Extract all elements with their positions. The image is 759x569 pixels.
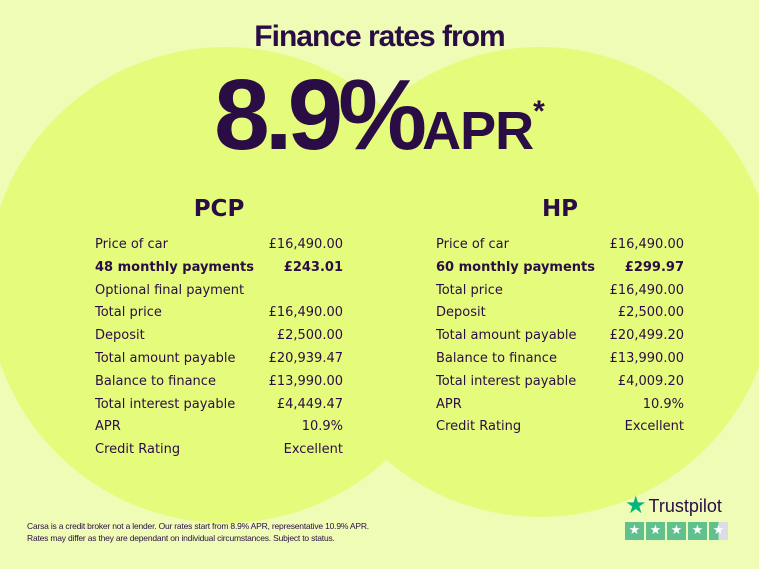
disclaimer: Carsa is a credit broker not a lender. O… bbox=[27, 520, 369, 544]
row-value: £13,990.00 bbox=[268, 373, 343, 389]
table-row: Total price £16,490.00 bbox=[436, 280, 684, 303]
row-label: APR bbox=[95, 419, 121, 435]
table-row: Credit Rating Excellent bbox=[95, 439, 343, 462]
pcp-panel: PCP Price of car £16,490.00 48 monthly pay… bbox=[95, 196, 343, 462]
hp-title: HP bbox=[541, 196, 579, 222]
table-row: Optional final payment bbox=[95, 280, 343, 303]
trustpilot-rating: ★ ★ ★ ★ ★ bbox=[625, 522, 728, 540]
row-value: Excellent bbox=[283, 442, 343, 458]
table-row: APR 10.9% bbox=[95, 416, 343, 439]
row-label: Balance to finance bbox=[436, 350, 557, 366]
row-label: Total amount payable bbox=[436, 328, 577, 344]
star-icon: ★ bbox=[688, 522, 707, 540]
row-label: Balance to finance bbox=[95, 373, 216, 389]
row-label: Price of car bbox=[436, 237, 509, 252]
row-value: £243.01 bbox=[283, 259, 343, 275]
row-value: £16,490.00 bbox=[609, 282, 684, 298]
row-label: Total price bbox=[436, 282, 503, 298]
headline: Finance rates from bbox=[254, 20, 505, 53]
row-label: Credit Rating bbox=[436, 419, 522, 435]
star-icon: ★ bbox=[709, 522, 728, 540]
table-row: APR 10.9% bbox=[436, 394, 684, 417]
row-label: Total price bbox=[95, 305, 162, 321]
star-icon: ★ bbox=[625, 492, 647, 519]
row-value: 10.9% bbox=[301, 419, 343, 435]
row-value: £299.97 bbox=[624, 259, 684, 275]
table-row: 60 monthly payments £299.97 bbox=[436, 257, 684, 280]
table-row: Total amount payable £20,499.20 bbox=[436, 325, 684, 348]
row-label: 60 monthly payments bbox=[436, 259, 595, 275]
table-row: 48 monthly payments £243.01 bbox=[95, 257, 343, 280]
row-label: Total interest payable bbox=[95, 396, 236, 412]
row-label: Price of car bbox=[95, 237, 168, 252]
row-label: Deposit bbox=[95, 328, 145, 344]
row-value: £16,490.00 bbox=[609, 237, 684, 252]
row-label: APR bbox=[436, 396, 462, 412]
row-label: Total interest payable bbox=[436, 373, 577, 389]
background-circle-right bbox=[305, 47, 759, 517]
star-icon: ★ bbox=[646, 522, 665, 540]
table-row: Total price £16,490.00 bbox=[95, 302, 343, 325]
table-row: Price of car £16,490.00 bbox=[436, 234, 684, 257]
disclaimer-line-1: Carsa is a credit broker not a lender. O… bbox=[27, 521, 369, 531]
rate-display: 8.9%APR* bbox=[0, 58, 759, 173]
table-row: Price of car £16,490.00 bbox=[95, 234, 343, 257]
pcp-title: PCP bbox=[193, 196, 245, 222]
asterisk: * bbox=[533, 95, 545, 128]
star-icon: ★ bbox=[625, 522, 644, 540]
row-value: £2,500.00 bbox=[276, 328, 343, 344]
row-value: £16,490.00 bbox=[268, 237, 343, 252]
row-value: £4,449.47 bbox=[276, 396, 343, 412]
table-row: Total amount payable £20,939.47 bbox=[95, 348, 343, 371]
row-label: Total amount payable bbox=[95, 350, 236, 366]
row-value: £20,499.20 bbox=[609, 328, 684, 344]
row-label: Credit Rating bbox=[95, 442, 181, 458]
row-label: Optional final payment bbox=[95, 282, 245, 298]
table-row: Total interest payable £4,449.47 bbox=[95, 394, 343, 417]
row-value: Excellent bbox=[624, 419, 684, 435]
row-value: £2,500.00 bbox=[617, 305, 684, 321]
table-row: Balance to finance £13,990.00 bbox=[436, 348, 684, 371]
row-label: 48 monthly payments bbox=[95, 259, 254, 275]
row-label: Deposit bbox=[436, 305, 486, 321]
row-value: £16,490.00 bbox=[268, 305, 343, 321]
table-row: Total interest payable £4,009.20 bbox=[436, 371, 684, 394]
star-icon: ★ bbox=[667, 522, 686, 540]
table-row: Deposit £2,500.00 bbox=[436, 302, 684, 325]
row-value: £13,990.00 bbox=[609, 350, 684, 366]
row-value: 10.9% bbox=[642, 396, 684, 412]
trustpilot-name: Trustpilot bbox=[648, 495, 722, 516]
table-row: Credit Rating Excellent bbox=[436, 416, 684, 439]
hp-panel: HP Price of car £16,490.00 60 monthly paym… bbox=[436, 196, 684, 439]
disclaimer-line-2: Rates may differ as they are dependant o… bbox=[27, 533, 335, 543]
rate-value: 8.9% bbox=[214, 59, 427, 171]
table-row: Balance to finance £13,990.00 bbox=[95, 371, 343, 394]
trustpilot-badge: ★ Trustpilot ★ ★ ★ ★ ★ bbox=[625, 494, 728, 540]
row-value: £4,009.20 bbox=[617, 373, 684, 389]
row-value: £20,939.47 bbox=[268, 350, 343, 366]
table-row: Deposit £2,500.00 bbox=[95, 325, 343, 348]
apr-label: APR bbox=[422, 101, 534, 161]
